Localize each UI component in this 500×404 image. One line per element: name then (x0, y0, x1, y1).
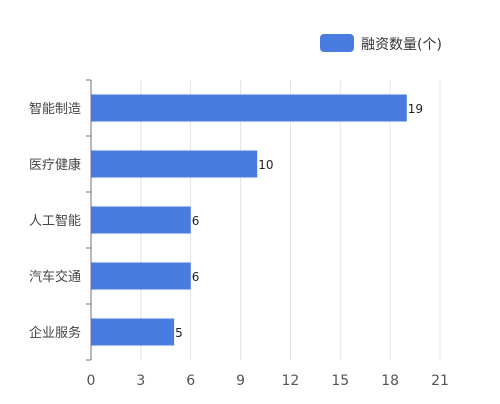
y-category-label: 智能制造 (29, 102, 81, 117)
x-tick-label: 0 (87, 373, 96, 389)
bar-value-label: 6 (192, 270, 200, 284)
bar (91, 206, 191, 234)
x-tick-label: 15 (331, 373, 349, 389)
bar (91, 94, 407, 122)
y-category-label: 企业服务 (29, 325, 81, 341)
y-category-label: 汽车交通 (29, 269, 81, 285)
x-tick-label: 9 (236, 373, 245, 389)
x-tick-label: 21 (431, 373, 449, 389)
y-category-label: 人工智能 (29, 214, 81, 229)
bar-value-label: 6 (192, 214, 200, 228)
bar-value-label: 10 (258, 158, 273, 172)
bar-value-label: 19 (408, 102, 423, 116)
x-tick-label: 6 (186, 373, 195, 389)
bar-value-label: 5 (175, 326, 183, 340)
legend-swatch (320, 34, 354, 52)
legend-label: 融资数量(个) (361, 37, 442, 53)
bar (91, 150, 258, 178)
x-tick-label: 18 (381, 373, 399, 389)
x-tick-label: 12 (282, 373, 300, 389)
x-tick-label: 3 (136, 373, 145, 389)
bar (91, 318, 175, 346)
y-category-label: 医疗健康 (29, 157, 81, 173)
bar (91, 262, 191, 290)
